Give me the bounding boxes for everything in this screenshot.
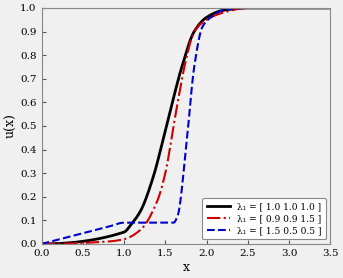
λ₁ = [ 0.9 0.9 1.5 ] xyxy=(246,6,250,10)
λ₁ = [ 0.9 0.9 1.5 ] xyxy=(292,6,296,10)
λ₁ = [ 1.5 0.5 0.5 ] xyxy=(150,221,154,224)
Y-axis label: u(x): u(x) xyxy=(4,113,17,138)
λ₁ = [ 0.9 0.9 1.5 ] xyxy=(90,241,94,244)
λ₁ = [ 1.0 1.0 1.0 ] xyxy=(150,178,154,182)
λ₁ = [ 1.5 0.5 0.5 ] xyxy=(39,242,44,245)
λ₁ = [ 1.5 0.5 0.5 ] xyxy=(90,229,94,233)
λ₁ = [ 1.0 1.0 1.0 ] xyxy=(328,6,332,10)
Line: λ₁ = [ 0.9 0.9 1.5 ]: λ₁ = [ 0.9 0.9 1.5 ] xyxy=(42,8,330,244)
λ₁ = [ 0.9 0.9 1.5 ] xyxy=(163,174,167,177)
λ₁ = [ 0.9 0.9 1.5 ] xyxy=(72,242,76,245)
λ₁ = [ 1.0 1.0 1.0 ] xyxy=(323,6,327,10)
Line: λ₁ = [ 1.5 0.5 0.5 ]: λ₁ = [ 1.5 0.5 0.5 ] xyxy=(42,8,330,244)
Line: λ₁ = [ 1.0 1.0 1.0 ]: λ₁ = [ 1.0 1.0 1.0 ] xyxy=(42,8,330,244)
λ₁ = [ 1.5 0.5 0.5 ] xyxy=(72,234,76,237)
λ₁ = [ 0.9 0.9 1.5 ] xyxy=(328,6,332,10)
λ₁ = [ 0.9 0.9 1.5 ] xyxy=(323,6,327,10)
λ₁ = [ 0.9 0.9 1.5 ] xyxy=(39,242,44,245)
Legend: λ₁ = [ 1.0 1.0 1.0 ], λ₁ = [ 0.9 0.9 1.5 ], λ₁ = [ 1.5 0.5 0.5 ]: λ₁ = [ 1.0 1.0 1.0 ], λ₁ = [ 0.9 0.9 1.5… xyxy=(202,198,326,239)
λ₁ = [ 1.5 0.5 0.5 ] xyxy=(328,6,332,10)
λ₁ = [ 0.9 0.9 1.5 ] xyxy=(150,210,154,214)
λ₁ = [ 1.0 1.0 1.0 ] xyxy=(72,241,76,244)
λ₁ = [ 1.0 1.0 1.0 ] xyxy=(39,242,44,245)
λ₁ = [ 1.0 1.0 1.0 ] xyxy=(246,6,250,10)
λ₁ = [ 1.0 1.0 1.0 ] xyxy=(163,131,167,134)
λ₁ = [ 1.0 1.0 1.0 ] xyxy=(90,238,94,242)
λ₁ = [ 1.5 0.5 0.5 ] xyxy=(323,6,327,10)
λ₁ = [ 1.0 1.0 1.0 ] xyxy=(292,6,296,10)
λ₁ = [ 1.5 0.5 0.5 ] xyxy=(246,6,250,10)
X-axis label: x: x xyxy=(182,260,189,274)
λ₁ = [ 1.5 0.5 0.5 ] xyxy=(163,221,167,224)
λ₁ = [ 1.5 0.5 0.5 ] xyxy=(292,6,296,10)
